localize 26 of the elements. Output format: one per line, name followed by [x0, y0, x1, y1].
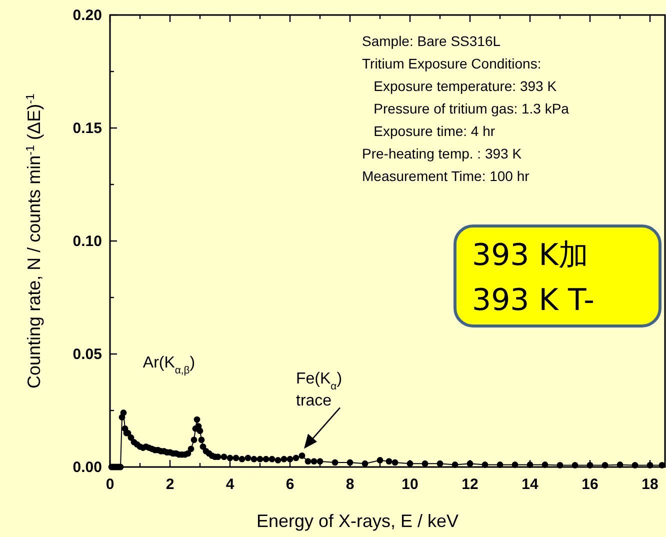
- y-tick-label: 0.05: [72, 346, 102, 363]
- annotation: Exposure time: 4 hr: [362, 123, 496, 139]
- x-tick-label: 2: [166, 476, 174, 493]
- y-tick-label: 0.15: [72, 120, 102, 137]
- x-tick-label: 0: [106, 476, 114, 493]
- x-tick-label: 18: [642, 476, 658, 493]
- annotation: Fe(K$_{α}$) trace: [296, 370, 342, 410]
- annotation: Measurement Time: 100 hr: [362, 168, 530, 184]
- y-tick-label: 0.20: [72, 7, 102, 24]
- x-axis-title: Energy of X-rays, E / keV: [256, 511, 459, 531]
- x-tick-label: 12: [462, 476, 478, 493]
- x-tick-label: 16: [582, 476, 598, 493]
- x-tick-label: 14: [522, 476, 539, 493]
- annotation: Pressure of tritium gas: 1.3 kPa: [362, 100, 570, 116]
- annotation: 393 K加 393 K T-: [472, 238, 594, 318]
- x-tick-label: 8: [346, 476, 354, 493]
- y-tick-label: 0.10: [72, 233, 102, 250]
- x-tick-label: 10: [402, 476, 418, 493]
- annotation: Sample: Bare SS316L: [362, 33, 501, 49]
- y-tick-label: 0.00: [72, 459, 102, 476]
- annotation: Tritium Exposure Conditions:: [362, 56, 542, 72]
- annotation: Exposure temperature: 393 K: [362, 78, 558, 94]
- annotation: Pre-heating temp. : 393 K: [362, 146, 522, 162]
- annotation: Ar(K$_{α,β}$): [142, 354, 196, 376]
- x-tick-label: 4: [226, 476, 235, 493]
- x-tick-label: 6: [286, 476, 294, 493]
